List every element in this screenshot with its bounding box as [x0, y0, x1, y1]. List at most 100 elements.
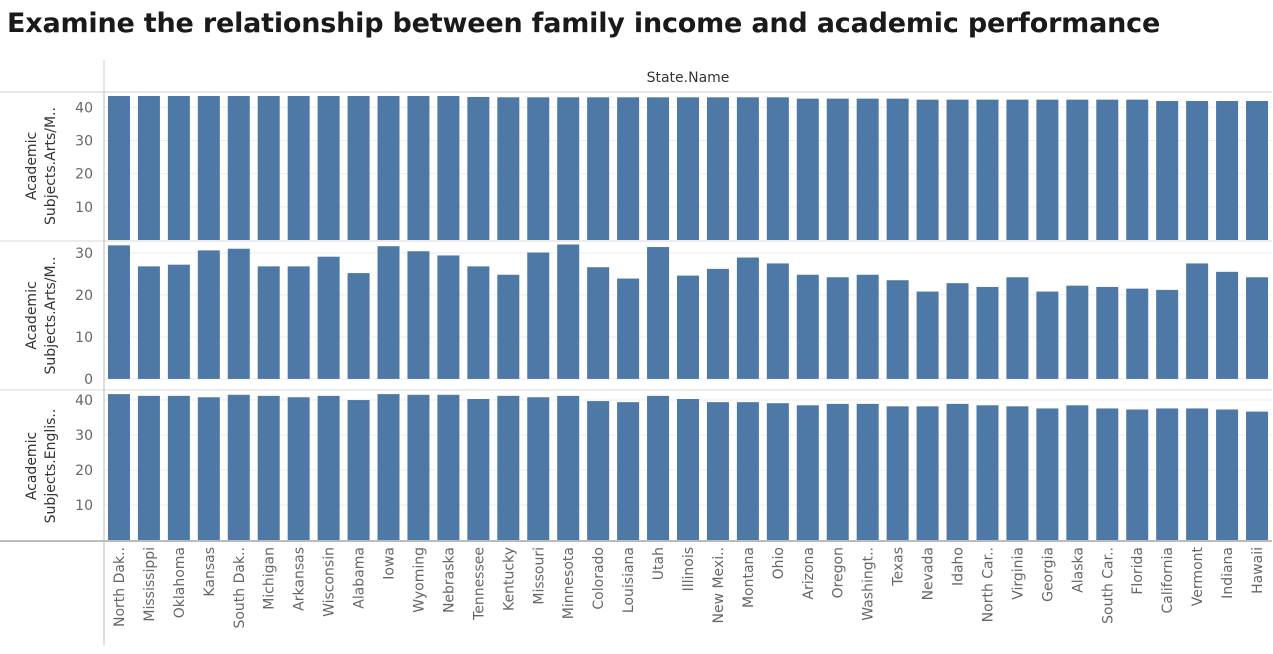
bar — [736, 97, 759, 240]
bar — [557, 244, 580, 379]
bar — [467, 96, 490, 241]
bar — [407, 95, 430, 241]
y-tick-label: 30 — [75, 246, 93, 262]
x-tick-label: Utah — [651, 547, 667, 580]
bar — [976, 99, 999, 240]
bar — [1246, 100, 1269, 240]
row-label-line1: Academic — [24, 281, 40, 349]
bar — [557, 395, 580, 540]
bar — [1186, 408, 1209, 540]
bar — [706, 268, 729, 379]
bar — [1126, 288, 1149, 379]
bar — [347, 95, 370, 241]
bar — [1126, 409, 1149, 540]
y-tick-label: 20 — [75, 288, 93, 304]
bar — [946, 403, 969, 540]
bar — [317, 256, 340, 379]
bar — [587, 401, 610, 540]
bar — [407, 394, 430, 540]
x-tick-label: Minnesota — [561, 547, 577, 619]
bar — [1066, 405, 1089, 540]
bar — [677, 398, 699, 540]
bar — [647, 97, 670, 240]
x-tick-label: Wisconsin — [322, 547, 338, 617]
bar — [796, 405, 819, 540]
bar — [856, 403, 879, 540]
y-tick-label: 10 — [75, 330, 93, 346]
bar — [437, 95, 460, 241]
x-tick-label: South Dak.. — [232, 547, 248, 629]
bar — [976, 286, 999, 379]
bar — [617, 278, 640, 379]
bar — [227, 95, 250, 241]
x-tick-label: Wyoming — [411, 547, 427, 613]
x-tick-label: Washingt.. — [861, 547, 877, 621]
bar — [916, 406, 939, 540]
x-tick-label: Alaska — [1070, 547, 1086, 593]
bar — [197, 95, 220, 241]
x-tick-label: Vermont — [1190, 546, 1206, 606]
bar — [107, 394, 130, 540]
bar — [497, 97, 520, 240]
bar — [916, 99, 939, 240]
bar — [227, 394, 250, 540]
bar — [796, 98, 819, 240]
x-tick-label: Nevada — [921, 547, 937, 600]
bar — [1036, 408, 1059, 540]
x-tick-label: North Car.. — [980, 547, 996, 622]
x-tick-label: Tennessee — [471, 547, 487, 621]
bar — [467, 398, 490, 540]
y-tick-label: 10 — [75, 498, 93, 514]
bar — [677, 275, 699, 379]
bar — [1096, 286, 1119, 379]
bar — [107, 245, 130, 379]
x-tick-label: Kentucky — [501, 547, 517, 611]
x-tick-label: Colorado — [591, 547, 607, 610]
x-tick-label: Oregon — [831, 547, 847, 598]
bar — [377, 95, 400, 241]
bar — [1246, 277, 1269, 379]
bar — [1156, 289, 1179, 379]
y-tick-label: 40 — [75, 100, 93, 116]
bar — [137, 95, 160, 241]
bar — [527, 97, 550, 240]
bar — [946, 283, 969, 379]
x-tick-label: Alabama — [352, 547, 368, 609]
bar — [197, 250, 220, 379]
bar — [1036, 291, 1059, 379]
x-tick-label: Indiana — [1220, 547, 1236, 599]
bar — [167, 95, 190, 241]
bar — [826, 403, 849, 540]
y-tick-label: 0 — [84, 372, 93, 388]
bar — [736, 257, 759, 379]
x-tick-label: Florida — [1130, 547, 1146, 595]
bar — [1156, 408, 1179, 540]
x-tick-label: Georgia — [1040, 547, 1056, 602]
x-tick-label: Mississippi — [142, 547, 158, 622]
bar — [1096, 99, 1119, 240]
bar — [1066, 99, 1089, 240]
bar — [766, 263, 789, 379]
bar — [826, 277, 849, 379]
bar — [617, 402, 640, 540]
bar — [317, 95, 340, 241]
bar — [407, 251, 430, 379]
bar — [467, 266, 490, 379]
x-tick-label: Arizona — [801, 547, 817, 600]
bar — [647, 395, 670, 540]
x-tick-label: Texas — [891, 547, 907, 587]
bar — [617, 97, 640, 240]
bar — [587, 267, 610, 379]
y-tick-label: 20 — [75, 167, 93, 183]
bar — [167, 395, 190, 540]
bar — [347, 400, 370, 540]
bar — [257, 95, 280, 241]
bar — [796, 274, 819, 379]
x-tick-label: Michigan — [262, 547, 278, 610]
bar — [1006, 99, 1029, 240]
bar — [886, 280, 909, 379]
bar — [946, 99, 969, 240]
bar — [1096, 408, 1119, 540]
bar — [137, 266, 160, 379]
bar — [437, 394, 460, 540]
